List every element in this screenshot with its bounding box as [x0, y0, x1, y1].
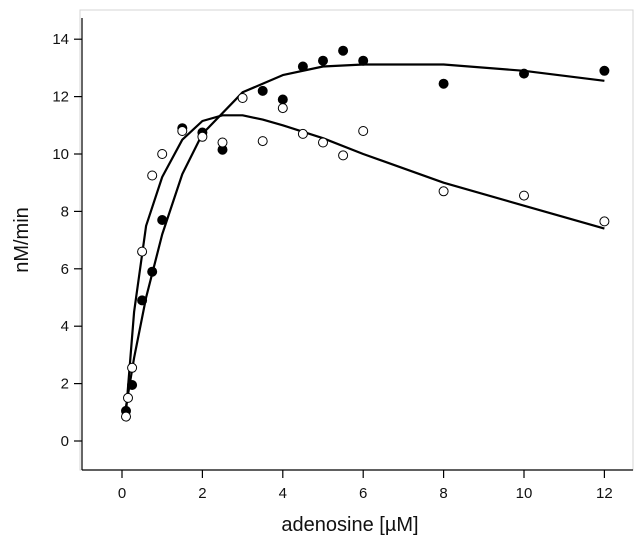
data-points [121, 45, 610, 422]
data-point-filled [127, 380, 138, 390]
data-point-open [157, 149, 168, 159]
data-point-filled [257, 85, 268, 96]
x-tick-label: 0 [118, 485, 126, 502]
x-tick-label: 2 [198, 485, 206, 502]
y-tick-label: 10 [52, 146, 69, 163]
y-tick-label: 12 [52, 89, 69, 106]
y-tick-label: 0 [61, 433, 69, 450]
x-tick-label: 4 [279, 485, 287, 502]
data-point-filled [157, 215, 168, 225]
data-point-filled [137, 295, 148, 306]
axis-ticks: 0 2 4 6 8 10 12 0 2 4 6 8 10 12 14 [52, 31, 612, 502]
data-point-open [197, 131, 208, 142]
y-tick-label: 4 [61, 318, 69, 335]
x-tick-label: 10 [516, 485, 533, 502]
y-tick-label: 8 [61, 203, 69, 220]
data-point-filled [297, 61, 308, 72]
data-point-filled [147, 266, 158, 277]
data-point-filled [338, 45, 349, 56]
data-point-open [318, 137, 328, 148]
x-tick-label: 8 [439, 485, 447, 502]
data-point-open [137, 246, 148, 257]
data-point-filled [519, 68, 529, 79]
data-point-open [338, 150, 349, 161]
y-axis-title: nM/min [11, 207, 33, 273]
data-point-filled [438, 78, 449, 89]
data-point-filled [599, 65, 610, 76]
y-tick-label: 2 [61, 376, 69, 393]
data-point-open [121, 411, 131, 422]
data-point-open [519, 190, 529, 201]
x-tick-label: 12 [596, 485, 613, 502]
data-point-open [277, 103, 288, 114]
data-point-open [358, 126, 369, 136]
data-point-open [438, 186, 449, 197]
data-point-filled [318, 55, 328, 66]
data-point-open [599, 216, 610, 227]
data-point-open [177, 126, 188, 136]
data-point-filled [277, 94, 288, 105]
data-point-open [257, 136, 268, 147]
data-point-open [297, 128, 308, 139]
fit-curve-2 [124, 114, 605, 413]
y-tick-label: 6 [61, 261, 69, 278]
data-point-open [147, 170, 158, 181]
data-point-filled [358, 55, 369, 66]
x-axis-title: adenosine [µM] [281, 514, 418, 536]
data-point-open [123, 392, 133, 403]
data-point-open [217, 137, 228, 148]
x-tick-label: 6 [359, 485, 367, 502]
data-point-open [237, 93, 248, 103]
data-point-open [127, 362, 138, 373]
y-tick-label: 14 [52, 31, 69, 48]
